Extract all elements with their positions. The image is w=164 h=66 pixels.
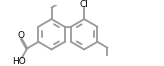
Text: HO: HO: [13, 57, 26, 66]
Text: Cl: Cl: [80, 0, 89, 9]
Text: O: O: [17, 31, 24, 40]
